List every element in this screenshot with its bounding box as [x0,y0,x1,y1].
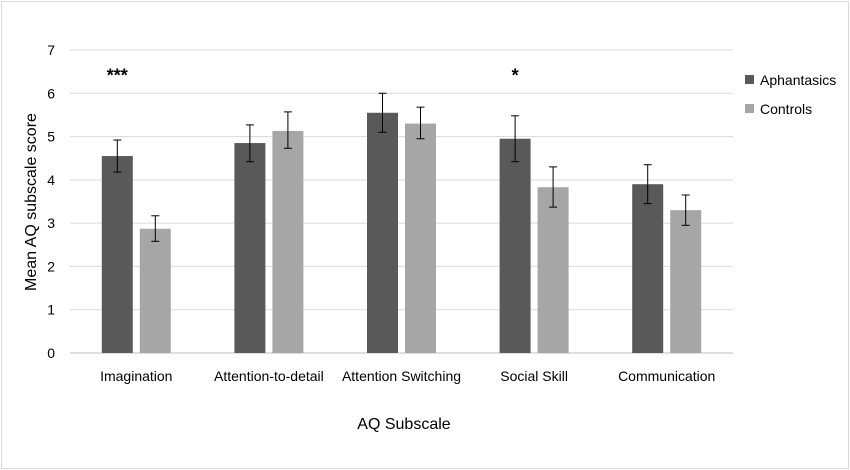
error-bar-controls-5 [681,194,690,226]
error-bar-controls-2 [283,111,292,149]
legend-swatch [745,75,754,84]
legend-label: Controls [760,101,812,117]
error-bar-controls-4 [549,166,558,208]
gridlines [70,49,733,354]
x-tick-label: Social Skill [500,368,568,384]
legend-swatch [745,104,754,113]
significance-annotations: *** * [107,65,519,85]
significance-marker: *** [107,65,128,85]
bar-controls-3 [405,123,436,353]
tick-labels: 0 1 2 3 4 5 6 7 Imagination Attention-to-detail At… [47,42,715,384]
y-axis-title: Mean AQ subscale score [23,113,40,291]
bar-aphantasics-4 [499,138,531,353]
bar-aphantasics-2 [234,143,266,353]
bar-aphantasics-1 [101,156,133,353]
error-bar-controls-3 [416,106,425,140]
legend-label: Aphantasics [760,72,836,88]
bar-controls-2 [272,130,304,353]
y-tick-label: 4 [47,172,55,188]
bar-aphantasics-5 [632,184,664,353]
y-tick-label: 6 [47,85,55,101]
y-tick-label: 1 [47,302,55,318]
error-bar-aphantasics-5 [643,164,652,205]
error-bar-aphantasics-2 [245,124,254,163]
error-bar-aphantasics-1 [113,139,122,173]
x-tick-label: Attention Switching [342,368,461,384]
y-tick-label: 7 [47,42,55,58]
error-bars [113,92,690,242]
bars [101,112,702,353]
error-bar-aphantasics-3 [378,92,387,133]
x-tick-label: Imagination [100,368,172,384]
significance-marker: * [512,65,519,85]
legend-item-aphantasics: Aphantasics [745,72,836,88]
error-bar-controls-1 [151,215,160,242]
x-tick-label: Communication [618,368,715,384]
bar-aphantasics-3 [367,112,398,353]
y-tick-label: 2 [47,258,55,274]
legend: Aphantasics Controls [745,72,836,117]
y-tick-label: 3 [47,215,55,231]
bar-controls-4 [537,187,569,353]
error-bar-aphantasics-4 [511,115,520,163]
bar-controls-1 [139,228,171,353]
legend-item-controls: Controls [745,101,812,117]
y-tick-label: 0 [47,345,55,361]
x-tick-label: Attention-to-detail [214,368,324,384]
bar-controls-5 [670,210,702,353]
x-axis-title: AQ Subscale [357,416,450,433]
y-tick-label: 5 [47,129,55,145]
